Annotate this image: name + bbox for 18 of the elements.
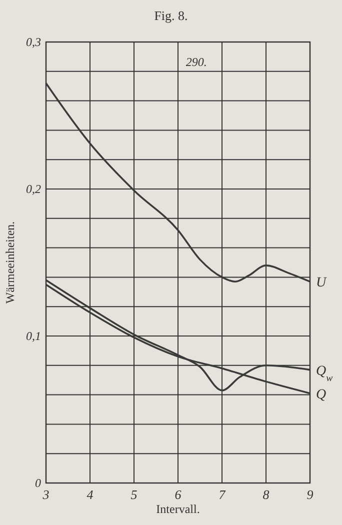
x-tick-label: 7 [218,487,226,502]
series-label: U [316,276,327,291]
series-label: Q [316,387,326,402]
y-axis-title: Wärmeeinheiten. [3,221,17,304]
x-axis-title: Intervall. [156,502,200,516]
x-tick-label: 5 [130,487,138,502]
y-tick-label: 0,1 [26,329,41,343]
x-tick-label: 4 [86,487,94,502]
x-tick-label: 8 [262,487,270,502]
x-tick-label: 6 [174,487,182,502]
y-tick-label: 0,2 [26,182,41,196]
x-tick-label: 9 [306,487,314,502]
x-tick-label: 3 [42,487,50,502]
y-tick-label: 0 [35,476,41,490]
annotation: 290. [186,55,207,69]
chart-title: Fig. 8. [154,8,188,23]
series-label: Q$_{w}$ [316,364,334,384]
y-tick-label: 0,3 [26,35,41,49]
